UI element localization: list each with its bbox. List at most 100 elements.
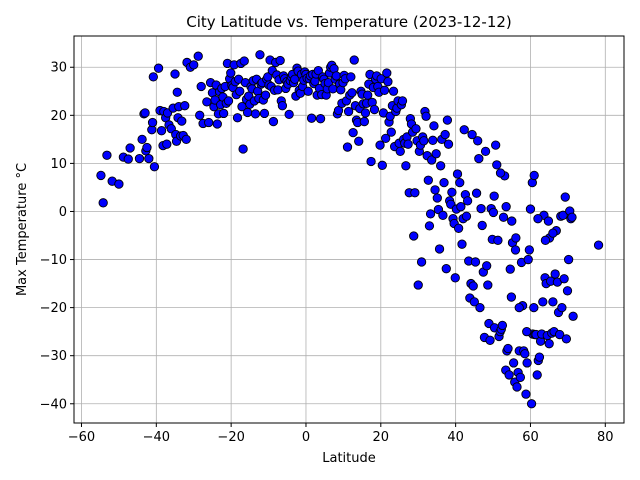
data-point xyxy=(477,220,487,231)
y-axis-ticks: −40 −30 −20 −10 0 10 20 30 xyxy=(40,61,74,412)
data-point xyxy=(381,133,391,144)
data-point xyxy=(428,135,438,145)
data-point xyxy=(557,302,567,313)
data-point xyxy=(526,399,537,409)
data-point xyxy=(525,204,536,214)
data-point xyxy=(125,143,135,153)
y-tick-label: 0 xyxy=(59,205,67,220)
data-point xyxy=(342,142,353,152)
data-point xyxy=(177,116,187,126)
data-point xyxy=(395,146,405,157)
data-point xyxy=(409,231,419,241)
data-point xyxy=(114,179,124,189)
data-point xyxy=(491,140,501,150)
data-point xyxy=(147,117,158,128)
data-point xyxy=(503,343,513,354)
data-point xyxy=(436,161,446,171)
data-point xyxy=(452,169,463,179)
y-tick-label: −10 xyxy=(40,253,67,268)
data-point xyxy=(442,115,453,125)
data-point xyxy=(430,185,440,195)
data-point xyxy=(567,212,577,222)
y-tick-label: 20 xyxy=(50,109,67,124)
y-tick-label: −20 xyxy=(40,301,67,316)
data-point xyxy=(284,109,294,120)
data-point xyxy=(235,86,245,96)
data-point xyxy=(476,203,486,214)
data-point xyxy=(153,63,164,73)
data-point xyxy=(142,142,152,153)
data-point xyxy=(410,188,420,198)
data-point xyxy=(495,168,506,178)
data-point xyxy=(459,125,469,135)
data-point xyxy=(480,146,491,157)
data-point xyxy=(529,170,539,181)
data-point xyxy=(189,60,199,70)
data-point xyxy=(96,170,106,181)
data-point xyxy=(538,297,548,307)
data-point xyxy=(172,87,182,97)
data-point xyxy=(461,211,472,221)
data-point xyxy=(162,139,172,149)
data-point xyxy=(467,129,477,140)
data-point xyxy=(457,239,467,249)
x-axis-ticks: −60 −40 −20 0 20 40 60 80 xyxy=(68,423,614,445)
data-point xyxy=(593,240,604,250)
data-point xyxy=(440,129,450,140)
data-point xyxy=(429,121,439,131)
data-point xyxy=(277,101,288,111)
data-point xyxy=(343,106,354,117)
data-point xyxy=(469,297,479,307)
data-point xyxy=(148,72,158,82)
data-point xyxy=(239,56,249,66)
data-point xyxy=(348,127,358,138)
data-point xyxy=(421,111,431,121)
data-point xyxy=(170,69,180,79)
data-point xyxy=(156,126,167,136)
data-point xyxy=(471,188,482,198)
data-point xyxy=(554,329,565,340)
data-point xyxy=(346,72,356,82)
data-point xyxy=(377,160,387,170)
data-point xyxy=(419,136,429,146)
data-point xyxy=(315,114,326,124)
data-point xyxy=(468,281,478,291)
data-point xyxy=(423,175,433,185)
y-tick-label: −40 xyxy=(40,397,67,412)
data-point xyxy=(450,273,460,283)
data-point xyxy=(438,210,448,220)
data-point xyxy=(386,127,396,137)
data-point xyxy=(506,292,517,302)
data-point xyxy=(483,280,493,290)
data-point xyxy=(313,65,323,76)
data-point xyxy=(520,349,530,359)
data-point xyxy=(366,156,376,167)
data-point xyxy=(434,244,445,254)
data-point xyxy=(102,150,112,160)
data-point xyxy=(226,68,236,78)
data-point xyxy=(441,264,451,274)
data-point xyxy=(259,108,270,119)
x-tick-label: 0 xyxy=(302,430,310,445)
y-axis-label: Max Temperature °C xyxy=(15,163,30,296)
data-point xyxy=(196,81,206,92)
data-point xyxy=(193,51,203,61)
data-point xyxy=(475,302,485,313)
data-point xyxy=(562,286,573,296)
data-point xyxy=(548,297,558,307)
data-point xyxy=(223,96,234,106)
data-point xyxy=(455,177,465,188)
data-point xyxy=(195,110,205,120)
data-point xyxy=(529,302,539,313)
data-point xyxy=(413,280,423,290)
data-point xyxy=(180,101,190,111)
data-point xyxy=(137,134,147,145)
data-point xyxy=(255,50,265,60)
data-point xyxy=(123,154,133,164)
data-point xyxy=(508,358,519,368)
y-tick-label: −30 xyxy=(40,349,67,364)
data-point xyxy=(485,335,495,345)
data-point xyxy=(219,108,229,119)
data-point xyxy=(524,245,534,255)
data-point xyxy=(369,104,380,115)
